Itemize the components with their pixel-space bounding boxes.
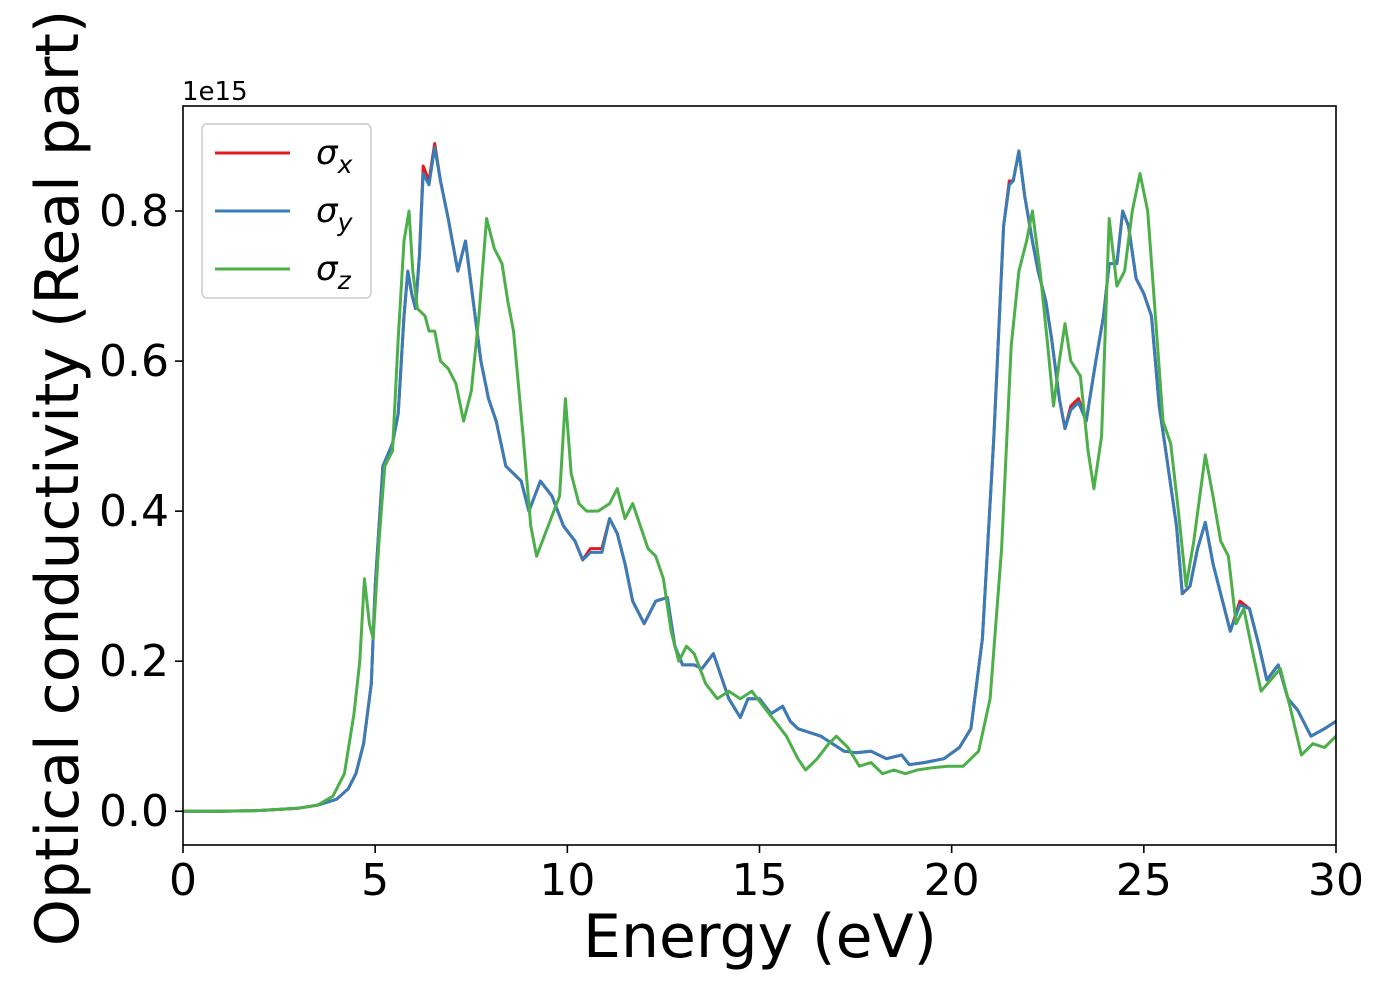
x-axis-label: Energy (eV) xyxy=(583,902,937,972)
y-tick-label: 0.0 xyxy=(99,786,169,837)
y-axis: 0.0 0.2 0.4 0.6 0.8 xyxy=(99,186,183,837)
x-tick-label: 20 xyxy=(924,855,980,906)
plot-area xyxy=(183,142,1336,813)
x-tick-label: 0 xyxy=(169,855,197,906)
y-tick-label: 0.2 xyxy=(99,636,169,687)
y-axis-label: Optical conductivity (Real part) xyxy=(23,10,93,947)
y-offset-label: 1e15 xyxy=(182,77,248,107)
legend-label-sigma-x: σx xyxy=(316,133,353,179)
y-tick-label: 0.4 xyxy=(99,486,169,537)
x-tick-label: 25 xyxy=(1116,855,1172,906)
series-line-sigma-z xyxy=(183,172,1336,813)
x-tick-label: 5 xyxy=(361,855,389,906)
x-tick-label: 30 xyxy=(1308,855,1364,906)
y-tick-label: 0.8 xyxy=(99,186,169,237)
x-axis: 0 5 10 15 20 25 30 xyxy=(169,845,1364,906)
y-tick-label: 0.6 xyxy=(99,336,169,387)
series-line-sigma-y xyxy=(183,145,1336,813)
x-tick-label: 10 xyxy=(539,855,595,906)
x-tick-label: 15 xyxy=(732,855,788,906)
legend-label-sigma-y: σy xyxy=(316,191,354,237)
